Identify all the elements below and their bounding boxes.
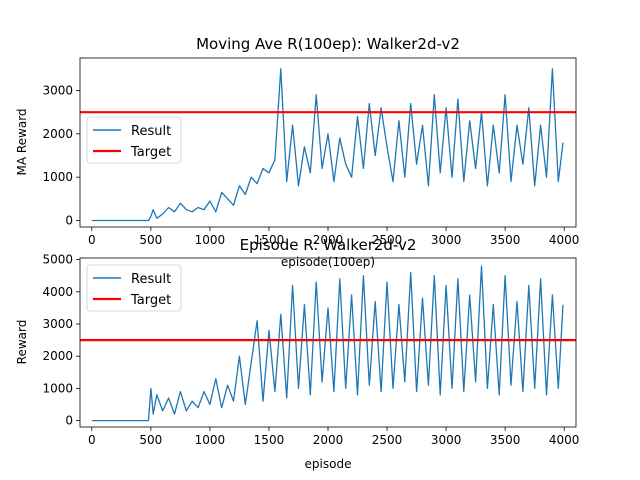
y-tick-label: 4000 — [42, 285, 73, 299]
y-tick-label: 0 — [65, 414, 73, 428]
chart-body: 0 500 1000 1500 2000 2500 3000 3500 4000 0 1000 200… — [42, 253, 579, 447]
x-tick-label: 2000 — [313, 433, 344, 447]
legend-result-label: Result — [131, 272, 171, 287]
x-tick-label: 3000 — [431, 233, 462, 247]
x-tick-label: 0 — [88, 433, 96, 447]
y-tick-label: 1000 — [42, 381, 73, 395]
x-tick-label: 2500 — [372, 433, 403, 447]
x-tick-label: 1500 — [254, 433, 285, 447]
y-tick-label: 5000 — [42, 253, 73, 267]
legend-target-label: Target — [130, 145, 171, 160]
legend-target-label: Target — [130, 293, 171, 308]
chart-title: Moving Ave R(100ep): Walker2d-v2 — [196, 35, 460, 53]
chart-title: Episode R: Walker2d-v2 — [240, 236, 417, 254]
series-result-line — [91, 265, 564, 422]
subplot-episode-reward: 0 500 1000 1500 2000 2500 3000 3500 4000 0 1000 200… — [15, 236, 579, 471]
axes-frame — [79, 57, 577, 228]
y-tick-label: 0 — [65, 214, 73, 228]
x-axis-label: episode(100ep) — [281, 255, 375, 269]
y-tick-label: 3000 — [42, 317, 73, 331]
x-tick-label: 2000 — [313, 233, 344, 247]
y-tick-label: 2000 — [42, 127, 73, 141]
y-tick-label: 1000 — [42, 170, 73, 184]
x-axis-label: episode — [305, 457, 352, 471]
x-tick-label: 4000 — [549, 433, 580, 447]
x-tick-label: 3000 — [431, 433, 462, 447]
x-tick-label: 500 — [139, 233, 162, 247]
chart-body: 0 500 1000 1500 2000 2500 3000 3500 4000 0 1000 200… — [42, 68, 580, 247]
x-tick-label: 1500 — [254, 233, 285, 247]
y-axis-label: Reward — [15, 320, 29, 365]
legend: Result Target — [86, 116, 182, 164]
subplot-ma-reward: Moving Ave R(100ep): Walker2d-v2 0 500 100… — [15, 35, 579, 269]
x-tick-label: 1000 — [195, 233, 226, 247]
y-tick-label: 2000 — [42, 349, 73, 363]
x-tick-label: 4000 — [549, 233, 580, 247]
legend: Result Target — [86, 264, 182, 312]
legend-result-label: Result — [131, 124, 171, 139]
x-tick-label: 3500 — [490, 433, 521, 447]
x-tick-label: 500 — [139, 433, 162, 447]
x-tick-label: 0 — [88, 233, 96, 247]
x-tick-label: 2500 — [372, 233, 403, 247]
y-tick-label: 3000 — [42, 84, 73, 98]
x-tick-label: 3500 — [490, 233, 521, 247]
x-tick-label: 1000 — [195, 433, 226, 447]
series-result-line — [91, 68, 564, 222]
axes-frame — [79, 257, 577, 428]
y-axis-label: MA Reward — [15, 108, 29, 175]
